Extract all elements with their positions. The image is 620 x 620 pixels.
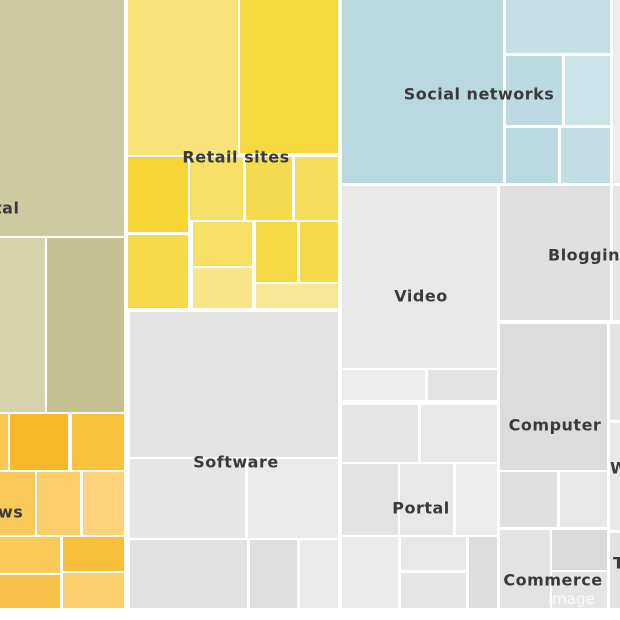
treemap-tile xyxy=(506,128,558,183)
treemap-tile xyxy=(246,157,292,220)
treemap-tile xyxy=(401,537,466,570)
group-label: T xyxy=(613,553,620,573)
treemap-tile xyxy=(342,0,503,183)
treemap-tile xyxy=(193,268,252,308)
treemap-tile xyxy=(342,537,398,608)
treemap-tile xyxy=(130,312,338,457)
treemap-tile xyxy=(613,0,620,183)
treemap-tile xyxy=(300,540,338,608)
treemap-tile xyxy=(0,238,45,412)
group-label: W xyxy=(610,458,620,478)
treemap-tile xyxy=(610,423,620,530)
treemap-tile xyxy=(0,537,60,573)
treemap-tile xyxy=(83,472,124,535)
treemap-tile xyxy=(506,0,610,53)
treemap-tile xyxy=(47,238,124,412)
treemap-tile xyxy=(128,157,188,232)
treemap-tile xyxy=(400,464,453,535)
treemap-tile xyxy=(37,472,80,535)
treemap-tile xyxy=(500,324,607,470)
treemap-tile xyxy=(613,186,620,320)
treemap-tile xyxy=(300,222,338,282)
treemap-tile xyxy=(342,405,418,462)
treemap-tile xyxy=(500,530,550,608)
treemap-tile xyxy=(428,370,497,400)
treemap-tile xyxy=(0,0,124,236)
treemap-tile xyxy=(560,472,607,527)
treemap-tile xyxy=(63,573,124,608)
group-label: Portal xyxy=(392,498,450,518)
treemap-tile xyxy=(63,537,124,571)
treemap-tile xyxy=(128,0,238,155)
group-label: Social networks xyxy=(403,84,555,104)
group-label: tal xyxy=(0,198,20,218)
treemap-tile xyxy=(421,405,497,462)
treemap-tile xyxy=(500,472,557,527)
treemap-tile xyxy=(193,222,252,266)
treemap-tile xyxy=(469,537,497,608)
treemap-tile xyxy=(401,573,466,608)
treemap-tile xyxy=(506,56,562,125)
treemap-tile xyxy=(190,157,243,220)
treemap-tile xyxy=(256,284,338,308)
group-label: ws xyxy=(0,502,24,522)
treemap-tile xyxy=(0,472,35,535)
treemap-tile xyxy=(500,186,610,320)
treemap-tile xyxy=(565,56,610,125)
treemap-tile xyxy=(72,414,124,470)
treemap-tile xyxy=(295,157,338,220)
group-label: Computer xyxy=(508,415,602,435)
group-label: Bloggin xyxy=(548,245,620,265)
treemap-tile xyxy=(456,464,497,535)
treemap-tile xyxy=(248,459,338,538)
treemap-tile xyxy=(130,459,245,538)
treemap-tile xyxy=(552,530,607,570)
group-label: Retail sites xyxy=(182,147,290,167)
treemap-tile xyxy=(561,128,610,183)
treemap-tile xyxy=(610,533,620,608)
treemap-tile xyxy=(0,575,60,608)
treemap-tile xyxy=(342,186,497,368)
watermark: image xyxy=(548,590,595,608)
group-label: Software xyxy=(193,452,279,472)
treemap-tile xyxy=(250,540,297,608)
group-label: Video xyxy=(394,286,448,306)
treemap-tile xyxy=(240,0,338,153)
treemap-tile xyxy=(256,222,297,282)
treemap-tile xyxy=(610,324,620,420)
treemap-tile xyxy=(342,370,425,400)
treemap-tile xyxy=(0,414,8,470)
treemap-tile xyxy=(130,540,247,608)
treemap-tile xyxy=(128,235,188,308)
treemap-tile xyxy=(10,414,68,470)
group-label: Commerce xyxy=(503,570,603,590)
treemap-tile xyxy=(342,464,398,535)
treemap-tile xyxy=(552,572,607,608)
